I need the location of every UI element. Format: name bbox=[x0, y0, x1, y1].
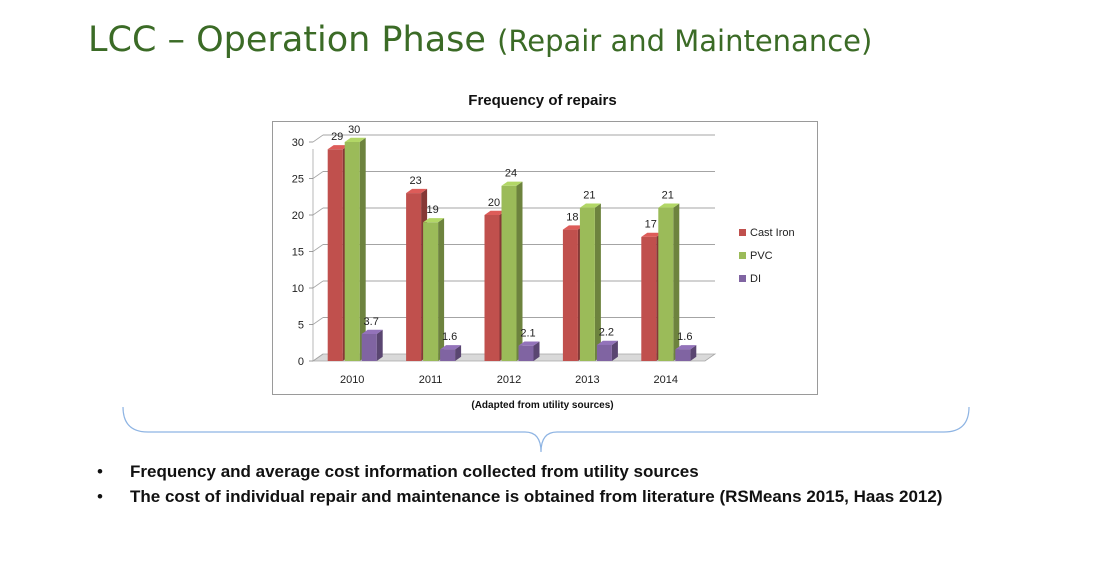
bar-top bbox=[596, 340, 618, 345]
bar bbox=[423, 222, 439, 361]
bullet-text: The cost of individual repair and mainte… bbox=[130, 487, 943, 506]
y-tick-label: 15 bbox=[292, 247, 304, 259]
bar-side bbox=[611, 340, 618, 361]
gridline-depth bbox=[312, 244, 324, 252]
x-tick-label: 2010 bbox=[340, 374, 364, 386]
bar bbox=[344, 142, 360, 361]
bar bbox=[501, 185, 517, 361]
bullet-text: Frequency and average cost information c… bbox=[130, 462, 699, 481]
bar bbox=[641, 236, 657, 361]
bar bbox=[484, 215, 500, 361]
y-tick-label: 20 bbox=[292, 210, 304, 222]
bullet-list: • Frequency and average cost information … bbox=[97, 459, 990, 509]
data-label: 21 bbox=[583, 190, 595, 202]
bar-top bbox=[675, 345, 697, 350]
data-label: 20 bbox=[488, 197, 500, 209]
data-label: 29 bbox=[331, 131, 343, 143]
data-label: 2.2 bbox=[599, 327, 614, 339]
bar-side bbox=[594, 203, 601, 361]
gridline-depth bbox=[312, 207, 324, 216]
bar-top bbox=[501, 181, 523, 186]
chart-frame: 0 5 10 15 20 25 30 29 30 3.7 2010 23 19 1.6 2011 20 24 2.… bbox=[272, 121, 818, 395]
bullet-dot: • bbox=[97, 462, 103, 481]
bar bbox=[658, 207, 674, 361]
bar-side bbox=[376, 329, 383, 361]
bar-top bbox=[361, 329, 383, 334]
bar-top bbox=[327, 145, 349, 150]
gridline-depth bbox=[312, 134, 324, 143]
slide-title-sub: (Repair and Maintenance) bbox=[497, 24, 873, 58]
x-tick-label: 2011 bbox=[419, 374, 443, 386]
legend-label: DI bbox=[750, 273, 761, 285]
bar bbox=[440, 349, 456, 361]
y-tick-label: 30 bbox=[292, 137, 304, 149]
gridline-depth bbox=[312, 317, 324, 325]
x-tick-label: 2013 bbox=[575, 374, 599, 386]
legend-swatch bbox=[739, 252, 746, 259]
bar bbox=[579, 207, 595, 361]
bar bbox=[327, 149, 343, 361]
y-tick-label: 5 bbox=[298, 320, 304, 332]
source-note: (Adapted from utility sources) bbox=[471, 400, 614, 411]
data-label: 23 bbox=[409, 175, 421, 187]
data-label: 17 bbox=[645, 219, 657, 231]
bar-side bbox=[673, 203, 680, 361]
bar-side bbox=[455, 345, 462, 361]
bar bbox=[361, 333, 377, 361]
bar-top bbox=[406, 188, 428, 194]
bullet-item: • The cost of individual repair and maint… bbox=[97, 484, 990, 509]
data-label: 19 bbox=[426, 204, 438, 216]
bar-top bbox=[484, 210, 506, 215]
y-tick-label: 25 bbox=[292, 174, 304, 186]
bar-side bbox=[533, 341, 540, 361]
bar-top bbox=[518, 341, 540, 346]
bar bbox=[562, 229, 578, 361]
legend-label: Cast Iron bbox=[750, 227, 795, 239]
data-label: 1.6 bbox=[442, 331, 457, 343]
x-tick-label: 2014 bbox=[654, 374, 678, 386]
data-label: 21 bbox=[662, 190, 674, 202]
bar bbox=[518, 345, 534, 361]
legend-label: PVC bbox=[750, 250, 773, 262]
bullet-item: • Frequency and average cost information … bbox=[97, 459, 990, 484]
data-label: 18 bbox=[566, 211, 578, 223]
y-tick-label: 10 bbox=[292, 283, 304, 295]
bar-side bbox=[438, 218, 445, 361]
data-label: 2.1 bbox=[520, 327, 535, 339]
data-label: 24 bbox=[505, 168, 517, 180]
bar-top bbox=[658, 203, 680, 208]
legend-swatch bbox=[739, 275, 746, 282]
bullet-dot: • bbox=[97, 487, 103, 506]
bar bbox=[675, 349, 691, 361]
chart-title: Frequency of repairs bbox=[468, 92, 617, 109]
bar-top bbox=[440, 345, 462, 350]
data-label: 30 bbox=[348, 124, 360, 136]
slide-title-main: LCC – Operation Phase bbox=[88, 20, 498, 60]
bar-top bbox=[579, 203, 601, 208]
bar-chart: 0 5 10 15 20 25 30 29 30 3.7 2010 23 19 1.6 2011 20 24 2.… bbox=[292, 124, 795, 386]
bar-top bbox=[423, 218, 445, 223]
bar-side bbox=[359, 137, 366, 361]
bar bbox=[596, 344, 612, 361]
x-tick-label: 2012 bbox=[497, 374, 521, 386]
bar bbox=[406, 193, 422, 361]
data-label: 3.7 bbox=[364, 316, 379, 328]
bar-top bbox=[562, 225, 584, 230]
bar-top bbox=[344, 137, 366, 142]
slide-title: LCC – Operation Phase (Repair and Mainte… bbox=[88, 20, 872, 60]
y-tick-label: 0 bbox=[298, 356, 304, 368]
legend-swatch bbox=[739, 229, 746, 236]
data-label: 1.6 bbox=[677, 331, 692, 343]
gridline-depth bbox=[312, 280, 324, 289]
axis-depth-line bbox=[312, 353, 324, 362]
gridline-depth bbox=[312, 171, 324, 179]
bar-side bbox=[516, 181, 523, 361]
bar-side bbox=[690, 345, 697, 361]
bar-top bbox=[641, 232, 663, 237]
